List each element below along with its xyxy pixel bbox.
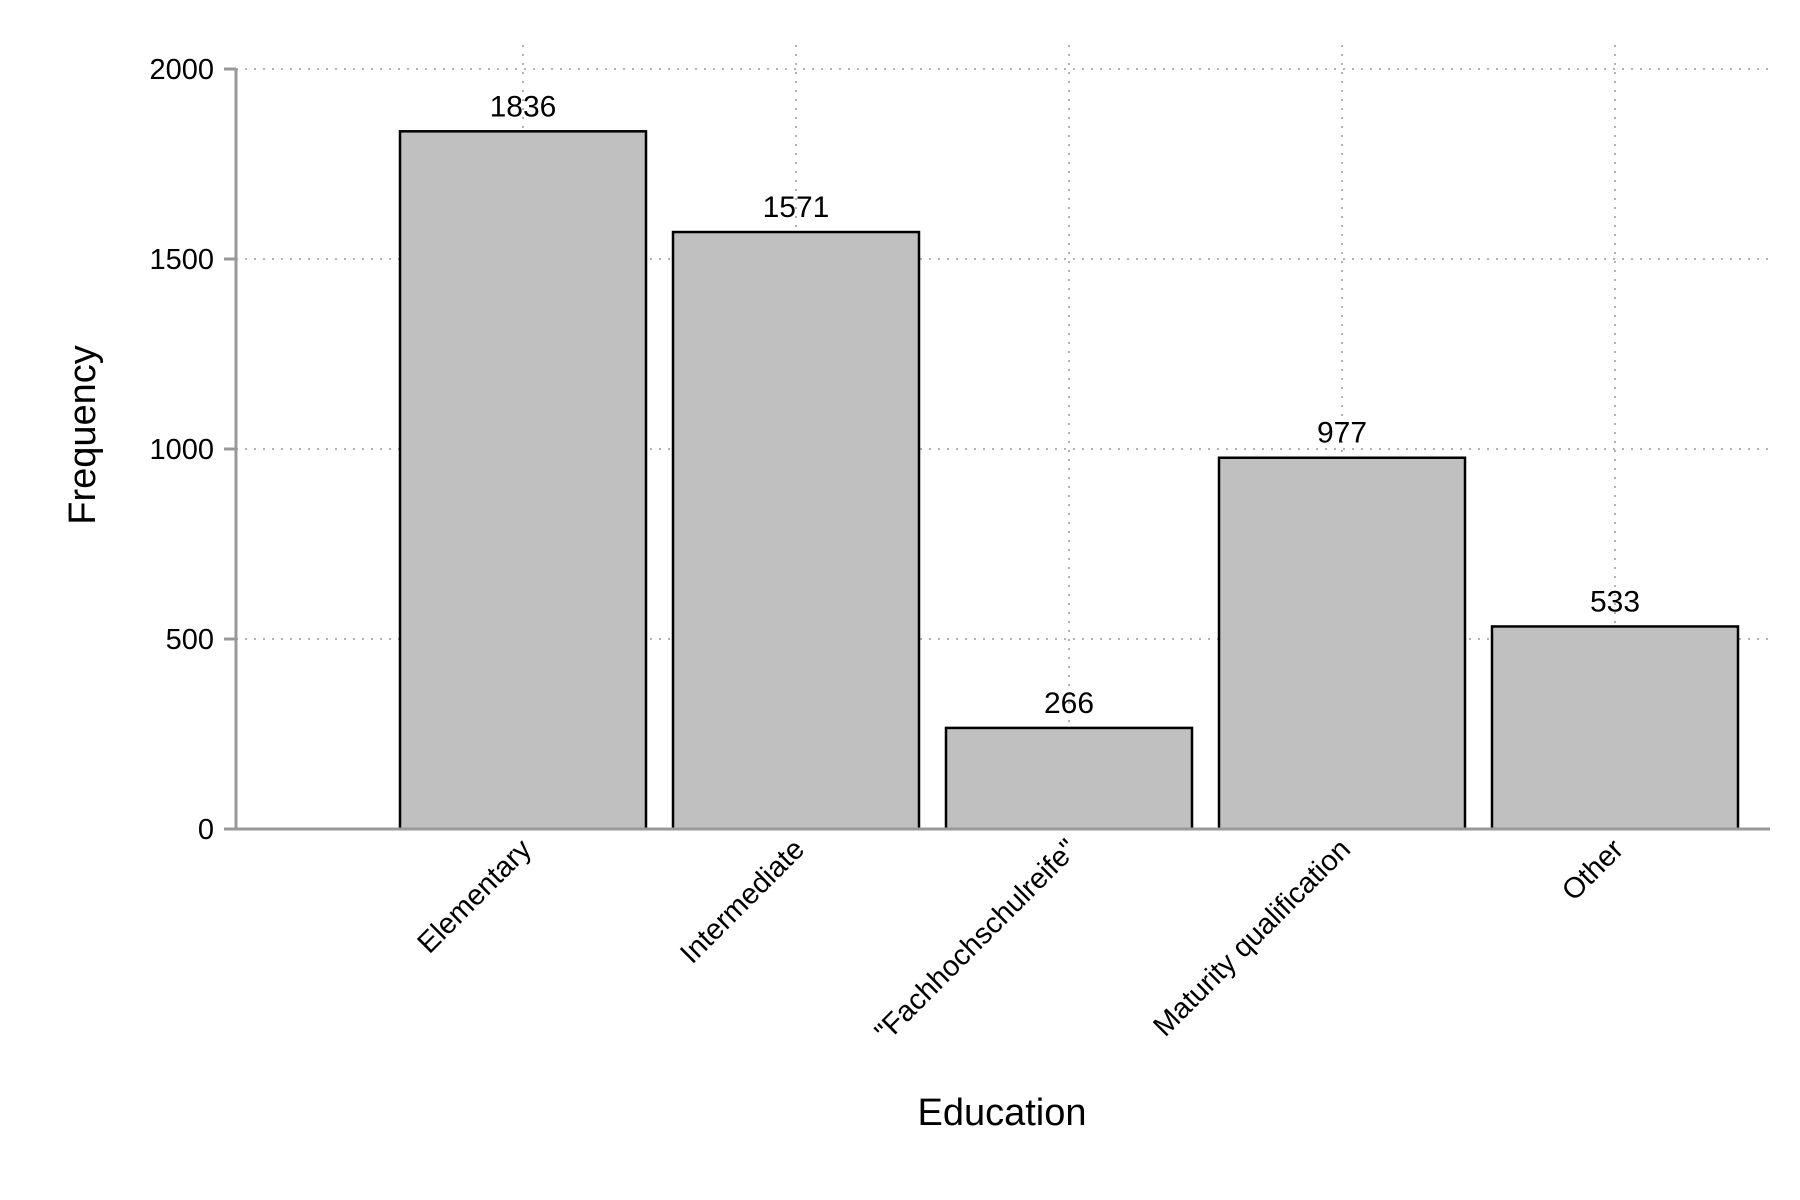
bars-layer [398,130,1740,831]
x-tick-label-1: Intermediate [674,833,811,970]
bar-3 [1217,456,1467,831]
bar-4 [1490,625,1740,831]
data-label-1: 1571 [763,191,830,224]
y-tick-label-4: 2000 [149,54,214,86]
axes-layer [224,67,1770,831]
bar-0 [398,130,648,831]
data-label-0: 1836 [490,90,557,123]
y-tick-label-3: 1500 [149,244,214,276]
x-axis-title: Education [917,1092,1086,1134]
data-label-2: 266 [1044,687,1094,720]
bar-1 [671,230,921,831]
data-label-4: 533 [1590,585,1640,618]
x-tick-label-4: Other [1556,833,1630,907]
y-tick-label-0: 0 [198,814,214,846]
x-tick-label-3: Maturity qualification [1147,833,1357,1043]
x-tick-label-0: Elementary [412,833,539,960]
x-tick-label-2: "Fachhochschulreife" [869,833,1084,1048]
data-label-3: 977 [1317,417,1367,450]
y-tick-label-2: 1000 [149,434,214,466]
y-axis-title: Frequency [62,345,104,525]
bar-2 [944,726,1194,831]
y-tick-label-1: 500 [166,624,214,656]
